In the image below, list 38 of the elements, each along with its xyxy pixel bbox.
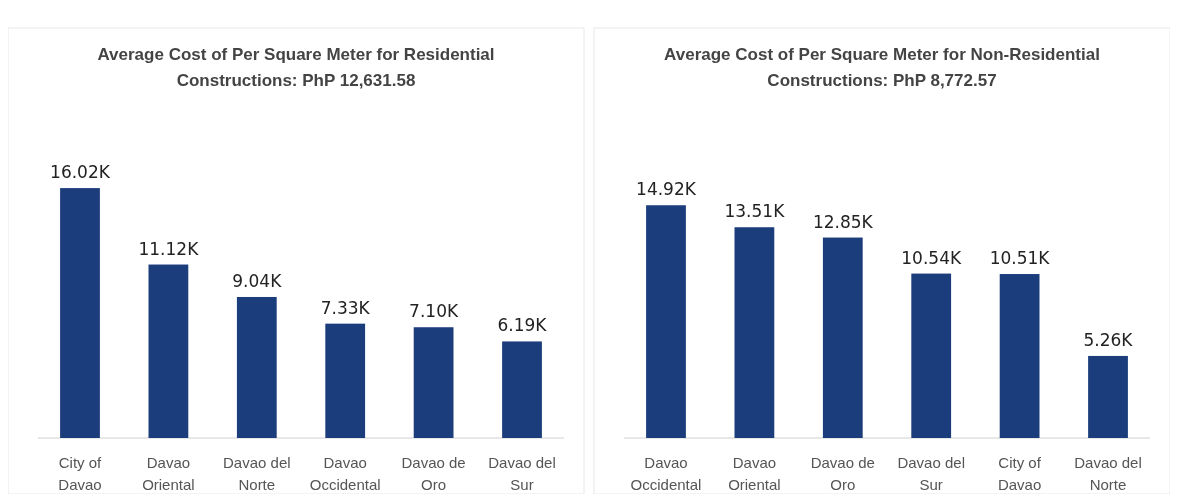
x-tick-label: Davao Oriental [142, 454, 195, 493]
x-tick-label: Davao del Norte [223, 454, 291, 493]
x-tick-label: City of Davao [58, 454, 103, 493]
data-label: 13.51K [724, 201, 786, 222]
bar [413, 327, 454, 438]
bar [236, 296, 277, 438]
data-label: 9.04K [232, 270, 283, 291]
bar [646, 205, 686, 438]
data-label: 12.85K [812, 211, 874, 232]
x-tick-label: Davao Oriental [728, 454, 781, 493]
data-label: 10.51K [989, 248, 1051, 269]
bar [734, 227, 775, 438]
bar [1088, 355, 1128, 438]
x-tick-label: City of Davao [997, 454, 1042, 493]
bar [999, 274, 1040, 438]
data-label: 14.92K [636, 179, 697, 200]
x-tick-label: Davao Occidental [630, 454, 702, 493]
chart-title: Average Cost of Per Square Meter for Residential Constructions: PhP 12,631.58 [97, 45, 495, 90]
x-tick-label: Davao Occidental [309, 454, 381, 493]
x-tick-label: Davao de Oro [401, 454, 466, 493]
data-label: 7.33K [320, 297, 371, 318]
data-label: 6.19K [497, 315, 548, 336]
data-label: 11.12K [138, 238, 200, 259]
chart-title: Average Cost of Per Square Meter for Non-Residential Constructions: PhP 8,772.57 [664, 45, 1100, 90]
bar [822, 237, 863, 438]
data-label: 5.26K [1083, 329, 1134, 350]
x-tick-label: Davao de Oro [810, 454, 875, 493]
data-label: 7.10K [409, 301, 459, 322]
bar [502, 341, 542, 438]
bar [148, 264, 189, 438]
x-tick-label: Davao del Norte [1074, 454, 1142, 493]
x-tick-label: Davao del Sur [488, 454, 556, 493]
bar [60, 188, 100, 438]
bar [911, 273, 952, 438]
data-label: 10.54K [901, 247, 962, 268]
bar [325, 323, 366, 438]
data-label: 16.02K [50, 162, 111, 183]
x-tick-label: Davao del Sur [897, 454, 965, 493]
